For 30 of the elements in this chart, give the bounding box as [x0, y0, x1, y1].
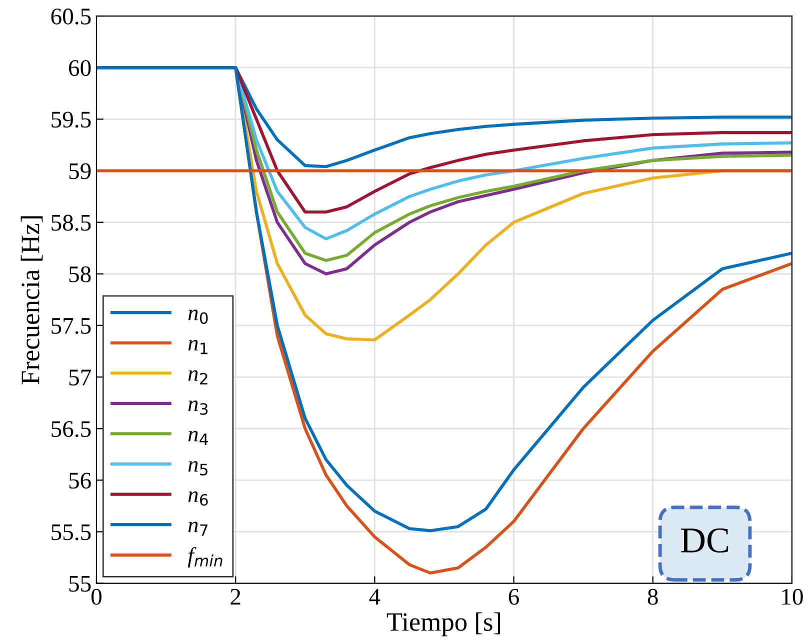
- x-tick-label: 8: [648, 588, 658, 605]
- legend-label: n$_{4}$: [188, 430, 208, 445]
- y-tick-label: 59.5: [52, 112, 91, 128]
- y-tick-label: 58.5: [52, 214, 91, 231]
- x-tick-label: 10: [782, 588, 803, 605]
- y-tick-label: 55: [69, 576, 91, 592]
- y-tick-label: 59: [69, 163, 91, 180]
- x-tick-label: 0: [91, 588, 102, 605]
- y-tick-label: 58: [69, 266, 91, 282]
- y-tick-label: 56: [69, 472, 91, 489]
- y-tick-label: 55.5: [52, 524, 91, 540]
- y-tick-label: 56.5: [52, 421, 91, 438]
- legend-label: n$_{0}$: [188, 310, 208, 324]
- legend-label: n$_{6}$: [188, 491, 208, 506]
- y-tick-label: 60.5: [51, 8, 91, 25]
- legend-label: n$_{1}$: [188, 340, 208, 354]
- legend-label: f$_{min}$: [188, 547, 222, 568]
- legend-label: n$_{3}$: [188, 400, 208, 415]
- legend-label: n$_{2}$: [188, 370, 208, 384]
- x-axis-title: Tiempo [s]: [386, 612, 500, 636]
- y-tick-label: 57: [69, 370, 91, 386]
- x-tick-label: 6: [508, 588, 519, 605]
- x-tick-label: 4: [369, 589, 380, 605]
- y-tick-label: 60: [69, 60, 91, 76]
- annotation: DC: [680, 528, 728, 553]
- x-tick-label: 2: [230, 588, 240, 605]
- y-axis-title: Frecuencia [Hz]: [20, 216, 43, 384]
- y-tick-label: 57.5: [52, 318, 91, 334]
- legend-label: n$_{7}$: [188, 522, 208, 536]
- legend-label: n$_{5}$: [188, 461, 208, 476]
